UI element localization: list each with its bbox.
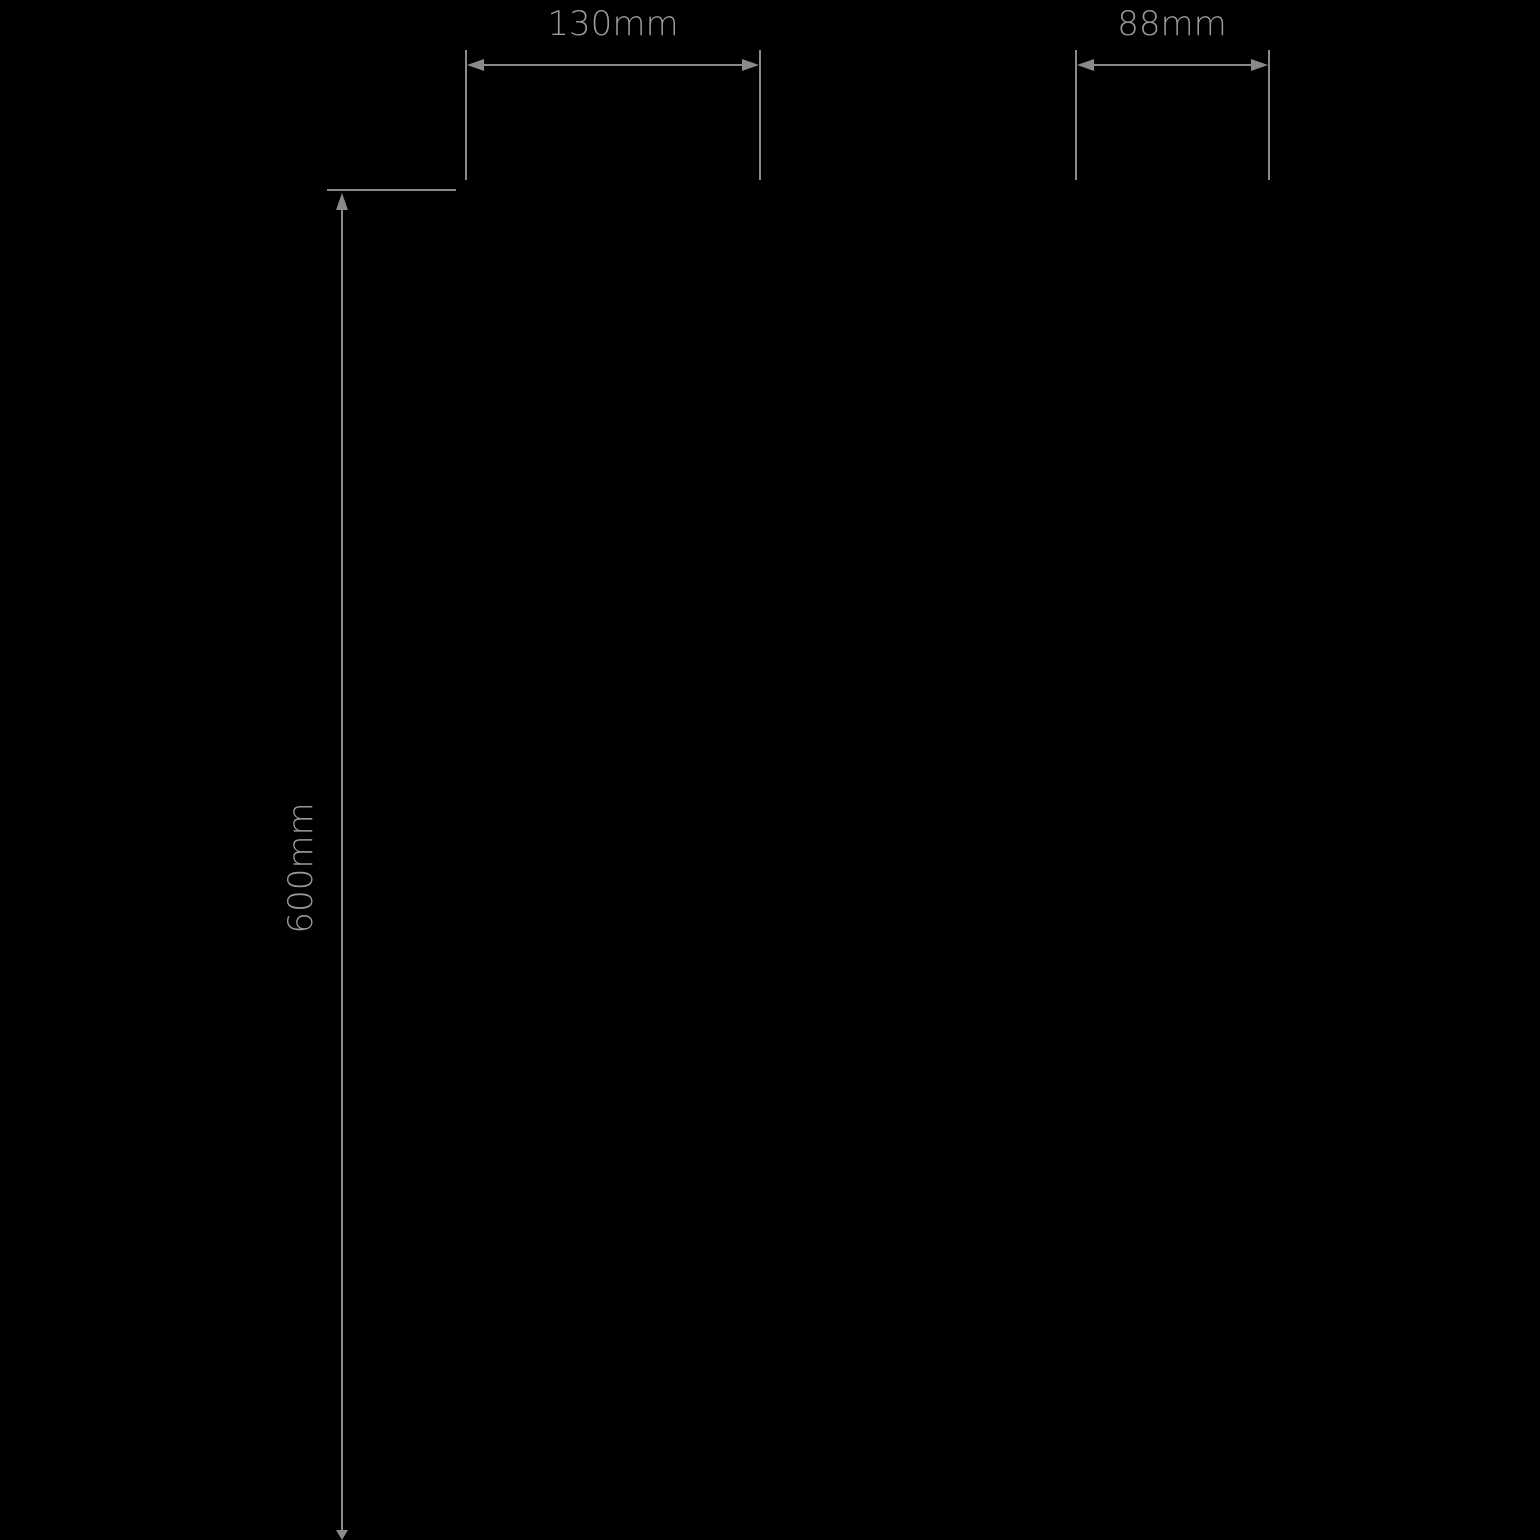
dimension-88mm: 88mm (1075, 4, 1270, 180)
arrowhead-right-icon (1251, 59, 1268, 71)
arrowhead-left-icon (467, 59, 484, 71)
arrowhead-left-icon (1077, 59, 1094, 71)
dimension-label-130: 130mm (547, 4, 678, 44)
arrowhead-right-icon (742, 59, 759, 71)
dimension-label-600: 600mm (281, 802, 321, 933)
dimension-label-88: 88mm (1117, 4, 1227, 44)
dimension-600mm: 600mm (281, 189, 456, 1540)
arrowhead-up-icon (336, 193, 348, 210)
dimension-130mm: 130mm (465, 4, 761, 180)
arrowhead-down-icon (336, 1530, 348, 1540)
